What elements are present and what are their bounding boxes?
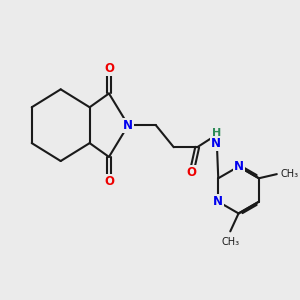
Text: N: N [213,195,223,208]
Text: O: O [104,62,114,75]
Text: CH₃: CH₃ [280,169,298,179]
Text: O: O [187,166,197,178]
Text: N: N [211,136,221,150]
Text: N: N [123,119,133,132]
Text: H: H [212,128,221,139]
Text: N: N [234,160,244,173]
Text: CH₃: CH₃ [221,237,239,247]
Text: O: O [104,175,114,188]
